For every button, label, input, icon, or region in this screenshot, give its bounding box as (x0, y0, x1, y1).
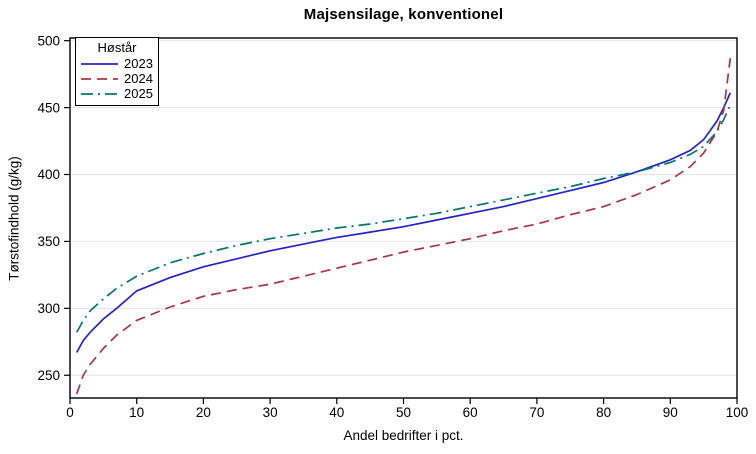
legend-item-2024: 2024 (76, 71, 158, 86)
y-axis-label: Tørstofindhold (g/kg) (6, 156, 22, 281)
x-tick-label-40: 40 (329, 405, 344, 420)
legend-swatch-2024 (81, 77, 118, 80)
legend-title: Høstår (97, 40, 137, 55)
series-line-2025 (75, 104, 732, 333)
legend-swatch-2025 (81, 92, 118, 95)
series-line-2023 (75, 92, 732, 353)
x-tick-label-50: 50 (396, 405, 411, 420)
legend-label-2024: 2024 (124, 71, 153, 86)
y-tick-label-250: 250 (37, 368, 60, 383)
series-line-2024 (75, 57, 732, 395)
legend-item-2025: 2025 (76, 86, 158, 101)
y-tick-label-450: 450 (37, 100, 60, 115)
chart-title: Majsensilage, konventionel (303, 6, 504, 23)
legend-items: 2023 2024 2025 (76, 56, 158, 101)
x-axis-label: Andel bedrifter i pct. (343, 428, 464, 443)
x-tick-label-20: 20 (196, 405, 211, 420)
legend-label-2025: 2025 (124, 86, 153, 101)
x-tick-label-10: 10 (129, 405, 144, 420)
x-tick-label-0: 0 (66, 405, 74, 420)
legend: Høstår 2023 2024 2025 (75, 37, 159, 106)
y-tick-label-300: 300 (37, 301, 60, 316)
legend-swatch-2023 (81, 62, 118, 65)
x-tick-label-60: 60 (463, 405, 478, 420)
legend-item-2023: 2023 (76, 56, 158, 71)
x-tick-label-90: 90 (663, 405, 678, 420)
plot-frame (69, 37, 738, 399)
y-tick-label-400: 400 (37, 167, 60, 182)
x-tick-label-100: 100 (726, 405, 749, 420)
x-tick-label-70: 70 (529, 405, 544, 420)
y-tick-label-500: 500 (37, 33, 60, 48)
x-tick-label-80: 80 (596, 405, 611, 420)
x-tick-label-30: 30 (263, 405, 278, 420)
legend-label-2023: 2023 (124, 56, 153, 71)
y-tick-label-350: 350 (37, 234, 60, 249)
